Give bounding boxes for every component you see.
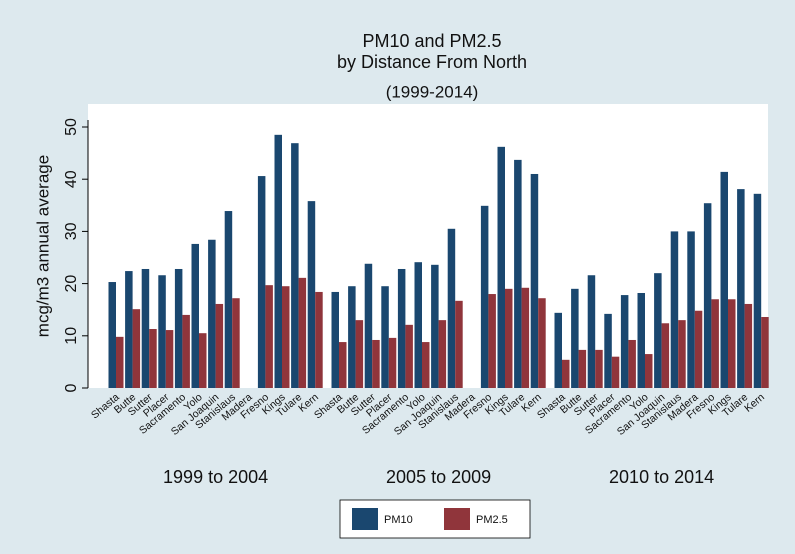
bar bbox=[298, 277, 307, 388]
legend bbox=[339, 499, 531, 539]
bar bbox=[372, 339, 380, 388]
bar bbox=[645, 354, 653, 388]
bar bbox=[694, 310, 703, 388]
bar bbox=[174, 268, 183, 388]
bar bbox=[497, 146, 505, 388]
bar bbox=[587, 275, 596, 388]
bar bbox=[125, 271, 133, 388]
y-tick-label: 20 bbox=[63, 275, 80, 293]
legend-label: PM2.5 bbox=[476, 514, 508, 526]
bar bbox=[364, 263, 373, 388]
bar bbox=[514, 159, 522, 388]
bar bbox=[678, 320, 686, 388]
bar bbox=[595, 349, 603, 388]
bar bbox=[257, 176, 266, 388]
legend-swatch bbox=[444, 508, 470, 530]
bar bbox=[438, 320, 447, 388]
bar bbox=[661, 323, 670, 388]
bar bbox=[728, 299, 736, 388]
bar bbox=[521, 287, 530, 388]
bar bbox=[165, 330, 174, 388]
legend-swatch bbox=[352, 508, 378, 530]
bar bbox=[611, 356, 620, 388]
bar bbox=[348, 286, 356, 388]
bar bbox=[578, 349, 587, 388]
group-label: 1999 to 2004 bbox=[163, 467, 268, 487]
bar bbox=[488, 294, 496, 388]
bar bbox=[744, 303, 753, 388]
bar bbox=[232, 298, 240, 388]
y-tick-label: 40 bbox=[63, 170, 80, 188]
bar bbox=[208, 239, 216, 388]
bar bbox=[703, 203, 712, 388]
bar bbox=[158, 275, 166, 388]
bar bbox=[554, 312, 562, 388]
y-tick-label: 0 bbox=[63, 383, 80, 392]
bar bbox=[405, 324, 413, 388]
legend-label: PM10 bbox=[384, 514, 413, 526]
bar bbox=[761, 317, 769, 388]
group-label: 2010 to 2014 bbox=[609, 467, 714, 487]
bar bbox=[108, 282, 116, 388]
bar bbox=[331, 291, 339, 388]
bar bbox=[141, 268, 150, 388]
y-tick-label: 50 bbox=[63, 118, 80, 136]
bar bbox=[637, 292, 645, 388]
bar bbox=[654, 273, 662, 388]
bar bbox=[711, 299, 719, 388]
bar bbox=[199, 333, 207, 388]
bar bbox=[282, 286, 290, 388]
bar bbox=[116, 336, 124, 388]
bar bbox=[149, 329, 157, 388]
y-tick-label: 10 bbox=[63, 327, 80, 345]
bar bbox=[530, 173, 539, 388]
bar bbox=[455, 300, 463, 388]
bar bbox=[355, 320, 364, 388]
bar bbox=[447, 228, 456, 388]
bar bbox=[604, 313, 612, 388]
bar bbox=[132, 309, 141, 388]
bar bbox=[265, 285, 273, 388]
bar bbox=[315, 291, 323, 388]
y-axis-label: mcg/m3 annual average bbox=[33, 155, 52, 337]
y-tick-label: 30 bbox=[63, 222, 80, 240]
bar bbox=[538, 298, 546, 388]
chart-subtitle: (1999-2014) bbox=[386, 82, 479, 101]
bar bbox=[628, 339, 636, 388]
chart-title: PM10 and PM2.5 bbox=[362, 31, 501, 51]
bar bbox=[571, 288, 579, 388]
bar bbox=[414, 262, 422, 388]
group-label: 2005 to 2009 bbox=[386, 467, 491, 487]
chart-title: by Distance From North bbox=[337, 52, 527, 72]
bar bbox=[620, 295, 629, 388]
bar bbox=[562, 359, 570, 388]
bar bbox=[397, 268, 406, 388]
bar bbox=[737, 189, 745, 388]
bar bbox=[687, 231, 695, 388]
bar bbox=[182, 314, 190, 388]
bar bbox=[431, 264, 439, 388]
bar bbox=[224, 211, 233, 388]
bar bbox=[191, 243, 199, 388]
bar bbox=[291, 143, 299, 388]
bar bbox=[670, 231, 679, 388]
bar bbox=[480, 205, 489, 388]
bar bbox=[720, 171, 728, 388]
bar bbox=[381, 286, 389, 388]
bar bbox=[215, 303, 224, 388]
bar bbox=[422, 342, 430, 388]
bar bbox=[753, 193, 762, 388]
bar bbox=[274, 134, 282, 388]
bar bbox=[339, 342, 347, 388]
bar bbox=[307, 201, 316, 388]
bar bbox=[388, 337, 397, 388]
bar bbox=[505, 288, 513, 388]
